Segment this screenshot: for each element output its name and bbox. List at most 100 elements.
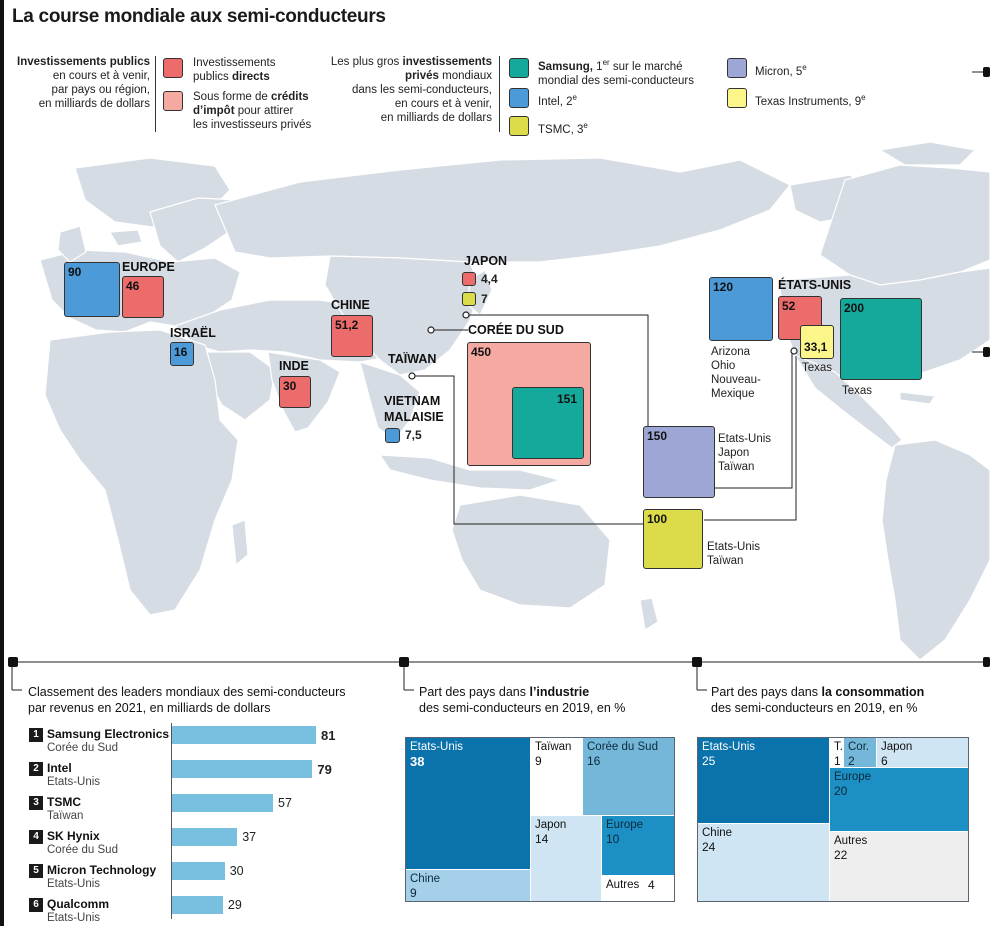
connector-usa-micron [714, 352, 793, 489]
panel3-title: Part des pays dans la consommation des se… [711, 685, 925, 715]
treemap-cell: Autres 4 [602, 876, 674, 901]
rank-country: Etats-Unis [47, 912, 101, 924]
swatch-intel [509, 88, 529, 108]
land-mexico [793, 353, 903, 449]
box-vietnam-intel [385, 428, 400, 443]
treemap-cell-value: 20 [834, 784, 848, 798]
rank-country: Taïwan [47, 810, 84, 822]
land-indonesia [378, 454, 563, 491]
box-micron: 150 [643, 426, 715, 498]
rank-company: Qualcomm [47, 897, 110, 911]
treemap-cell: Taïwan 9 [531, 738, 583, 816]
treemap-cell-value: 22 [834, 848, 848, 862]
treemap-cell: Etats-Unis 38 [406, 738, 531, 870]
land-cuba [899, 391, 937, 405]
rank-value: 37 [242, 830, 257, 844]
rank-bar [171, 896, 223, 914]
box-chine-public: 51,2 [331, 315, 373, 357]
legend-public-intro: Investissements publics en cours et à ve… [17, 56, 150, 110]
land-sea [359, 361, 421, 441]
left-rule [0, 0, 4, 926]
label-coree: CORÉE DU SUD [468, 323, 564, 337]
box-usa-ti: 33,1 [800, 325, 834, 359]
box-usa-samsung: 200 [840, 298, 922, 380]
land-madagascar [231, 519, 249, 567]
treemap-cell-value: 6 [881, 754, 888, 768]
micron-locations: Etats-Unis Japon Taïwan [718, 433, 772, 473]
legend-intel: Intel, 2e [538, 93, 577, 108]
label-usa: ÉTATS-UNIS [778, 278, 852, 292]
treemap-cell: Chine 9 [406, 870, 531, 901]
treemap-cell-name: Japon [881, 741, 913, 753]
box-israel-intel: 16 [170, 342, 194, 366]
dot-taiwan [408, 372, 416, 380]
treemap-cell-name: Etats-Unis [702, 741, 756, 753]
treemap-cell-name: Cor. [848, 741, 870, 753]
value-japon-public: 4,4 [481, 272, 498, 286]
box-japon-tsmc [462, 292, 476, 306]
rank-bar [171, 726, 316, 744]
rank-number: 4 [29, 830, 43, 844]
rank-company: SK Hynix [47, 829, 100, 843]
rank-value: 79 [317, 762, 332, 777]
treemap-cell-value: 9 [410, 886, 417, 900]
box-inde-public: 30 [279, 376, 311, 408]
rank-company: Intel [47, 761, 72, 775]
rank-country: Corée du Sud [47, 742, 118, 754]
label-inde: INDE [279, 359, 309, 373]
rank-bar [171, 828, 238, 846]
treemap-cell: Europe 10 [602, 816, 674, 876]
connector-dots [408, 311, 798, 380]
rank-value: 57 [278, 796, 292, 810]
treemap-cell-name: Europe [834, 771, 872, 783]
treemap-cell: Europe 20 [830, 768, 968, 832]
rank-value: 81 [321, 728, 336, 743]
usa-ti-location: Texas [802, 362, 833, 374]
usa-intel-locations: Arizona Ohio Nouveau- Mexique [711, 346, 761, 400]
dot-japan [462, 311, 470, 319]
treemap-cell-name: Autres [834, 835, 868, 847]
legend-public-direct: Investissements publics directs [193, 57, 276, 83]
treemap-cell-value: 10 [606, 832, 620, 846]
connector-korea-micron [466, 314, 649, 428]
rank-bar [171, 862, 225, 880]
box-usa-intel: 120 [709, 277, 773, 341]
legend-samsung: Samsung, 1er sur le marché mondial des s… [538, 58, 694, 87]
rank-axis [171, 723, 172, 919]
label-malaisie: MALAISIE [384, 410, 444, 424]
rank-country: Etats-Unis [47, 776, 101, 788]
rank-country: Corée du Sud [47, 844, 118, 856]
treemap-cell-name: Chine [410, 873, 441, 885]
land-scandinavia [149, 197, 241, 263]
industry-treemap: Etats-Unis 38 Chine 9 Taïwan 9 Corée du Sud 16 J… [405, 737, 675, 902]
treemap-cell: Japon 6 [877, 738, 968, 768]
land-africa [44, 329, 239, 616]
treemap-cell-name: Autres [606, 879, 640, 891]
panel2-title: Part des pays dans l’industrie des semi-c… [419, 685, 626, 715]
land-canada [819, 164, 990, 286]
dot-usa [790, 347, 798, 355]
rank-number: 1 [29, 728, 43, 742]
connector-taiwan-tsmc [412, 375, 644, 525]
treemap-cell: Cor. 2 [844, 738, 877, 768]
treemap-cell-value: 14 [535, 832, 549, 846]
land-arctic [878, 141, 977, 166]
swatch-micron [727, 58, 747, 78]
treemap-cell-name: Etats-Unis [410, 741, 464, 753]
rank-country: Etats-Unis [47, 878, 101, 890]
legend-micron: Micron, 5e [755, 63, 807, 78]
label-vietnam: VIETNAM [384, 394, 441, 408]
treemap-cell-value: 24 [702, 840, 716, 854]
legend-private-intro: Les plus gros investissements privés mon… [330, 56, 492, 124]
rank-company: Micron Technology [47, 863, 157, 877]
panel1-title: Classement des leaders mondiaux des semi… [28, 685, 346, 715]
legend-rule-2 [499, 56, 500, 132]
treemap-cell-name: Japon [535, 819, 567, 831]
panel-markers [8, 67, 990, 667]
treemap-cell-value: 1 [834, 754, 841, 768]
treemap-cell-value: 4 [648, 878, 655, 892]
consumption-treemap: Etats-Unis 25 Chine 24 T. 1 Cor. 2 Japon 6 Europe 2… [697, 737, 969, 902]
rank-bar [171, 760, 313, 778]
treemap-cell-value: 16 [587, 754, 601, 768]
treemap-cell: T. 1 [830, 738, 844, 768]
